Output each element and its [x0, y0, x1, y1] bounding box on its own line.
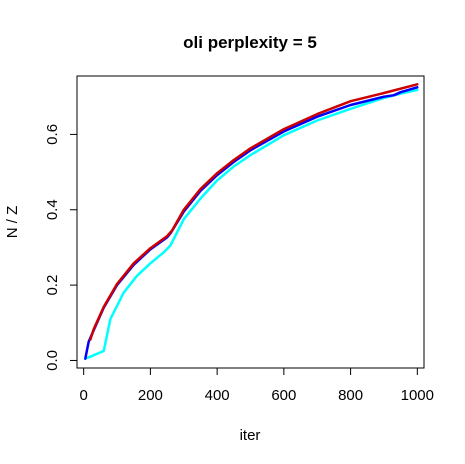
x-tick-label: 400	[205, 387, 230, 404]
series-line-1	[84, 86, 419, 360]
y-tick-label: 0.4	[44, 199, 61, 220]
x-tick-label: 200	[138, 387, 163, 404]
x-tick-label: 1000	[401, 387, 434, 404]
chart-title: oli perplexity = 5	[183, 33, 317, 52]
y-tick-label: 0.2	[44, 275, 61, 296]
plot-frame	[76, 75, 425, 369]
y-tick-label: 0.0	[44, 350, 61, 371]
y-axis-label: N / Z	[4, 206, 21, 239]
series-line-2	[89, 83, 419, 341]
x-axis-label: iter	[240, 427, 261, 444]
x-axis: 0 200 400 600 800 1000	[80, 367, 434, 404]
series-line-0	[84, 88, 419, 360]
y-tick-label: 0.6	[44, 124, 61, 145]
series-layer	[84, 83, 419, 360]
x-tick-label: 600	[271, 387, 296, 404]
x-tick-label: 0	[80, 387, 88, 404]
x-tick-label: 800	[338, 387, 363, 404]
y-axis: 0.0 0.2 0.4 0.6	[44, 124, 78, 371]
